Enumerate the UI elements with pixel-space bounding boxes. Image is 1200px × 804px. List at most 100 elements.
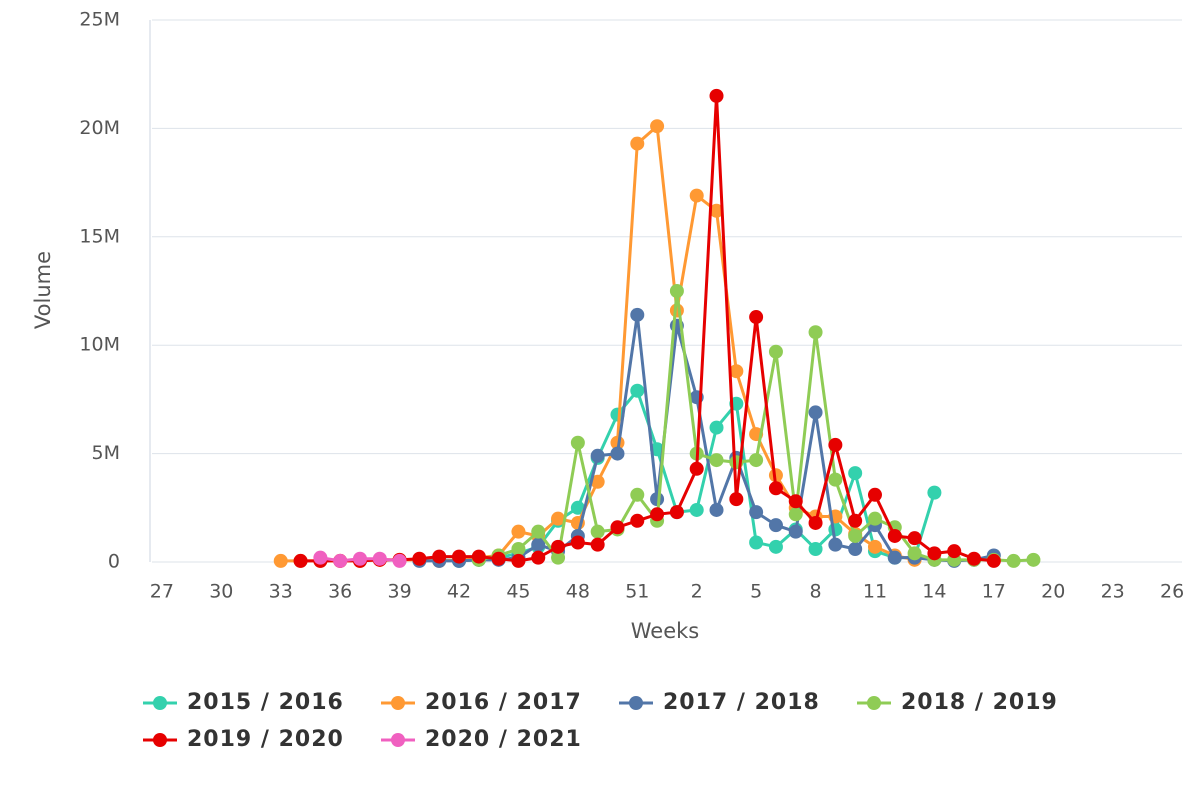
data-point bbox=[372, 551, 387, 566]
data-point bbox=[689, 461, 704, 476]
data-point bbox=[788, 524, 803, 539]
legend-marker bbox=[391, 733, 405, 747]
x-tick-label: 23 bbox=[1101, 581, 1125, 603]
data-point bbox=[689, 502, 704, 517]
y-tick-label: 10M bbox=[79, 334, 120, 356]
data-point bbox=[511, 541, 526, 556]
data-point bbox=[551, 550, 566, 565]
y-tick-label: 5M bbox=[92, 442, 120, 464]
series-line bbox=[300, 94, 994, 563]
x-tick-label: 20 bbox=[1041, 581, 1065, 603]
y-tick-label: 15M bbox=[79, 225, 120, 247]
legend-label: 2017 / 2018 bbox=[663, 690, 820, 715]
data-point bbox=[709, 203, 724, 218]
data-point bbox=[531, 537, 546, 552]
x-tick-label: 36 bbox=[328, 581, 352, 603]
data-point bbox=[709, 88, 724, 103]
data-point bbox=[630, 383, 645, 398]
data-point bbox=[531, 524, 546, 539]
data-point bbox=[630, 307, 645, 322]
x-tick-label: 48 bbox=[566, 581, 590, 603]
data-point bbox=[511, 553, 526, 568]
y-tick-label: 20M bbox=[79, 117, 120, 139]
data-point bbox=[749, 453, 764, 468]
x-tick-label: 17 bbox=[982, 581, 1006, 603]
x-tick-label: 11 bbox=[863, 581, 887, 603]
legend-marker bbox=[867, 696, 881, 710]
data-point bbox=[551, 511, 566, 526]
series bbox=[273, 119, 922, 568]
data-point bbox=[808, 541, 823, 556]
data-point bbox=[650, 119, 665, 134]
data-point bbox=[808, 515, 823, 530]
x-tick-label: 51 bbox=[625, 581, 649, 603]
data-point bbox=[491, 551, 506, 566]
x-tick-label: 42 bbox=[447, 581, 471, 603]
x-tick-label: 26 bbox=[1160, 581, 1184, 603]
x-axis-title: Weeks bbox=[631, 619, 699, 643]
data-point bbox=[867, 487, 882, 502]
data-point bbox=[788, 494, 803, 509]
data-point bbox=[709, 420, 724, 435]
data-point bbox=[1026, 552, 1041, 567]
legend-item: 2019 / 2020 bbox=[143, 727, 344, 752]
data-point bbox=[610, 446, 625, 461]
x-tick-label: 39 bbox=[388, 581, 412, 603]
data-point bbox=[333, 553, 348, 568]
data-point bbox=[352, 551, 367, 566]
legend-marker bbox=[391, 696, 405, 710]
data-point bbox=[848, 528, 863, 543]
data-point bbox=[967, 551, 982, 566]
legend-marker bbox=[153, 696, 167, 710]
data-point bbox=[471, 549, 486, 564]
data-point bbox=[907, 531, 922, 546]
data-point bbox=[848, 541, 863, 556]
x-tick-label: 27 bbox=[150, 581, 174, 603]
data-point bbox=[273, 553, 288, 568]
data-point bbox=[669, 284, 684, 298]
data-point bbox=[570, 535, 585, 550]
legend-item: 2020 / 2021 bbox=[381, 727, 581, 752]
series bbox=[293, 88, 1001, 568]
y-axis-title: Volume bbox=[31, 251, 55, 329]
data-point bbox=[828, 537, 843, 552]
data-point bbox=[729, 364, 744, 379]
legend-label: 2019 / 2020 bbox=[187, 727, 344, 752]
data-point bbox=[848, 466, 863, 481]
data-point bbox=[590, 448, 605, 463]
data-point bbox=[887, 550, 902, 565]
series bbox=[313, 550, 407, 568]
data-point bbox=[630, 136, 645, 151]
legend-item: 2017 / 2018 bbox=[619, 690, 820, 715]
data-point bbox=[828, 437, 843, 452]
legend-marker bbox=[629, 696, 643, 710]
legend-label: 2018 / 2019 bbox=[901, 690, 1058, 715]
data-point bbox=[313, 550, 328, 565]
data-point bbox=[630, 487, 645, 502]
data-point bbox=[689, 188, 704, 203]
data-point bbox=[828, 472, 843, 487]
data-point bbox=[570, 500, 585, 515]
data-point bbox=[986, 553, 1001, 568]
data-point bbox=[749, 535, 764, 550]
data-point bbox=[650, 507, 665, 522]
data-point bbox=[511, 524, 526, 539]
legend-item: 2018 / 2019 bbox=[857, 690, 1058, 715]
data-point bbox=[630, 513, 645, 528]
legend-marker bbox=[153, 733, 167, 747]
data-point bbox=[452, 549, 467, 564]
data-point bbox=[927, 546, 942, 561]
data-point bbox=[570, 435, 585, 450]
x-tick-label: 45 bbox=[506, 581, 530, 603]
data-point bbox=[788, 507, 803, 522]
series-line bbox=[419, 313, 995, 563]
data-point bbox=[768, 481, 783, 496]
data-point bbox=[531, 550, 546, 565]
data-point bbox=[293, 553, 308, 568]
data-point bbox=[392, 553, 407, 568]
data-point bbox=[551, 539, 566, 554]
legend-label: 2016 / 2017 bbox=[425, 690, 582, 715]
data-point bbox=[590, 474, 605, 489]
data-point bbox=[867, 539, 882, 554]
data-point bbox=[828, 522, 843, 537]
